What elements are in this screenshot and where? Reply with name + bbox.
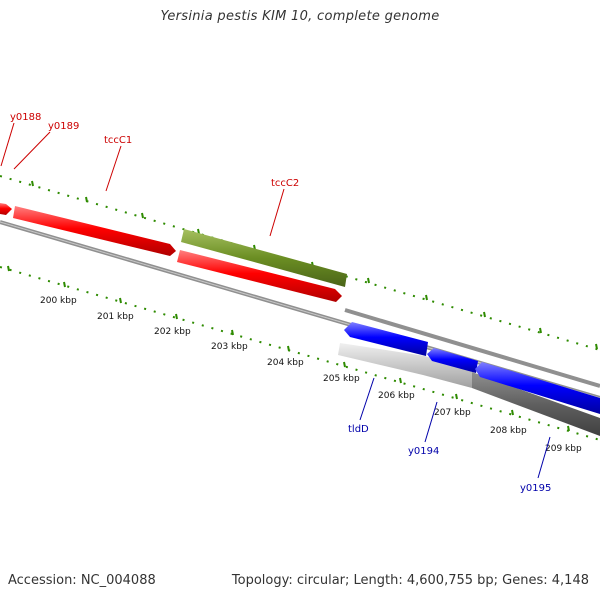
tick-track-bottom bbox=[0, 266, 600, 441]
gene-tccC2-feature bbox=[181, 229, 347, 287]
gene-y0194-arrow bbox=[427, 348, 478, 373]
gene-label-y0194: y0194 bbox=[408, 446, 439, 457]
gene-label-tccC1: tccC1 bbox=[104, 135, 132, 146]
gene-tccC1-arrow bbox=[13, 206, 176, 256]
gene-y0195-arrow bbox=[475, 362, 600, 414]
major-ticks-top bbox=[31, 180, 598, 350]
kbp-label: 206 kbp bbox=[378, 391, 415, 401]
feature-ring-dark bbox=[472, 372, 600, 436]
kbp-label: 209 kbp bbox=[545, 444, 582, 454]
gene-label-y0195: y0195 bbox=[520, 483, 551, 494]
accession-text: Accession: NC_004088 bbox=[8, 573, 156, 588]
kbp-label: 207 kbp bbox=[434, 408, 471, 418]
kbp-label: 203 kbp bbox=[211, 342, 248, 352]
kbp-label: 204 kbp bbox=[267, 358, 304, 368]
genome-summary-text: Topology: circular; Length: 4,600,755 bp… bbox=[231, 573, 589, 588]
kbp-label: 202 kbp bbox=[154, 327, 191, 337]
gene-label-y0189: y0189 bbox=[48, 121, 79, 132]
gene-label-y0188: y0188 bbox=[10, 112, 41, 123]
gene-label-tldD: tldD bbox=[348, 424, 369, 435]
kbp-label: 208 kbp bbox=[490, 426, 527, 436]
label-leaders-red bbox=[0, 122, 285, 237]
tick-track-top bbox=[0, 175, 600, 351]
kbp-label: 200 kbp bbox=[40, 296, 77, 306]
major-ticks-bottom bbox=[7, 265, 570, 432]
gene-y0189-arrow bbox=[0, 203, 12, 215]
label-leaders-blue bbox=[359, 377, 551, 479]
feature-ring-light bbox=[338, 343, 472, 388]
gene-tccC2-arrow bbox=[177, 250, 342, 302]
kbp-label: 201 kbp bbox=[97, 312, 134, 322]
kbp-label: 205 kbp bbox=[323, 374, 360, 384]
gene-label-tccC2: tccC2 bbox=[271, 178, 299, 189]
gene-labels: y0188 y0189 tccC1 tccC2 tldD y0194 y0195 bbox=[10, 112, 551, 494]
gene-tldD-arrow bbox=[344, 322, 428, 356]
map-title: Yersinia pestis KIM 10, complete genome bbox=[160, 9, 440, 24]
kbp-labels: 200 kbp 201 kbp 202 kbp 203 kbp 204 kbp … bbox=[40, 296, 582, 454]
